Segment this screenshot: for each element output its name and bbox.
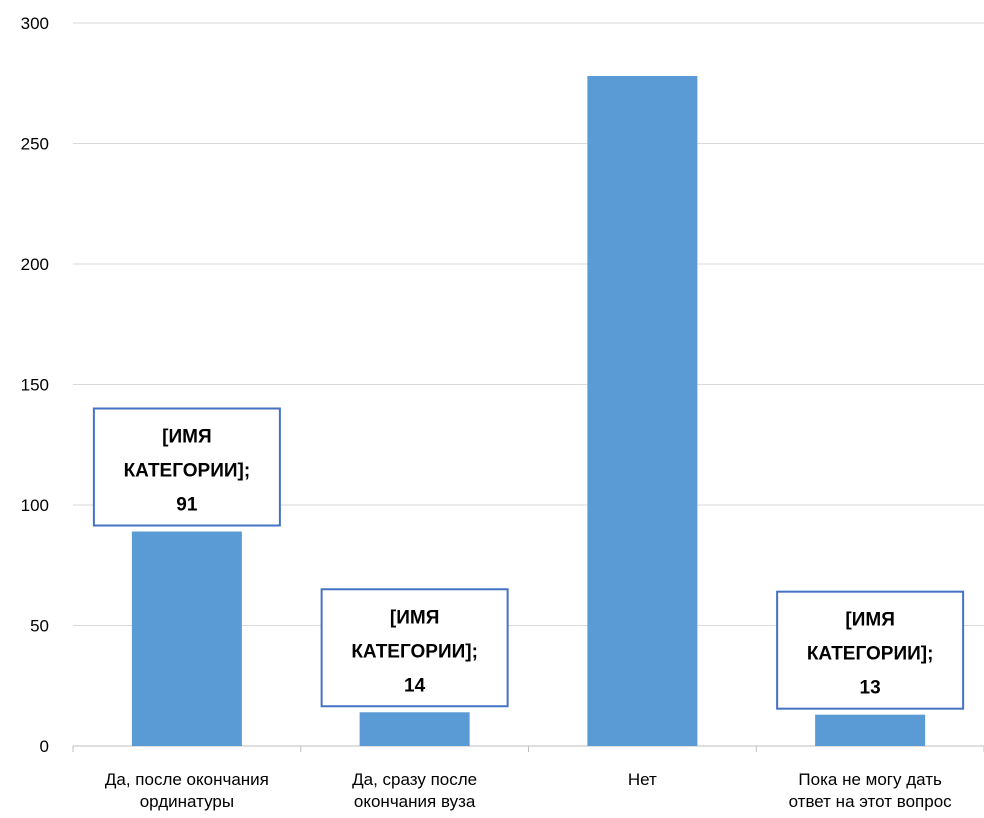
data-label-line: [ИМЯ — [845, 610, 894, 631]
y-tick-label: 300 — [21, 14, 49, 33]
data-label-box — [776, 590, 965, 710]
data-label: [ИМЯ КАТЕГОРИИ]; 14 — [320, 588, 509, 708]
y-tick-label: 0 — [40, 737, 49, 756]
bar — [359, 712, 470, 746]
data-label-line: КАТЕГОРИИ]; — [351, 641, 478, 662]
y-tick-label: 100 — [21, 496, 49, 515]
data-label-line: 91 — [176, 495, 198, 516]
bar — [815, 714, 926, 746]
data-label-line: КАТЕГОРИИ]; — [807, 644, 934, 665]
y-tick-label: 250 — [21, 135, 49, 154]
data-label: [ИМЯ КАТЕГОРИИ]; 91 — [92, 407, 281, 527]
category-label-line: окончания вуза — [354, 792, 476, 811]
bars — [131, 76, 926, 746]
data-label-text: [ИМЯ КАТЕГОРИИ]; 13 — [807, 610, 934, 699]
category-label-line: ординатуры — [140, 792, 234, 811]
x-axis — [72, 745, 984, 752]
data-label-box — [92, 407, 281, 527]
data-label-line: [ИМЯ — [390, 607, 439, 628]
data-labels: [ИМЯ КАТЕГОРИИ]; 91 [ИМЯ КАТЕГОРИИ]; 14 [ИМЯ КА… — [92, 407, 965, 710]
category-labels: Да, после окончания ординатуры Да, сразу п… — [105, 770, 952, 811]
category-label: Пока не могу дать ответ на этот вопрос — [789, 770, 953, 811]
data-label-box — [320, 588, 509, 708]
y-tick-labels: 0 50 100 150 200 250 300 — [21, 14, 49, 756]
y-tick-label: 200 — [21, 255, 49, 274]
category-label-line: ответ на этот вопрос — [789, 792, 953, 811]
bar — [587, 76, 698, 746]
category-label: Да, после окончания ординатуры — [105, 770, 269, 811]
data-label-line: [ИМЯ — [162, 427, 211, 448]
category-label-line: Да, после окончания — [105, 770, 269, 789]
data-label: [ИМЯ КАТЕГОРИИ]; 13 — [776, 590, 965, 710]
data-label-line: КАТЕГОРИИ]; — [124, 461, 251, 482]
category-label-line: Пока не могу дать — [798, 770, 942, 789]
data-label-line: 14 — [404, 675, 426, 696]
y-tick-label: 50 — [30, 617, 49, 636]
category-label-line: Нет — [628, 770, 657, 789]
data-label-line: 13 — [860, 678, 881, 699]
category-label-line: Да, сразу после — [352, 770, 477, 789]
data-label-text: [ИМЯ КАТЕГОРИИ]; 14 — [351, 607, 478, 696]
category-label: Да, сразу после окончания вуза — [352, 770, 477, 811]
bar — [131, 531, 242, 746]
data-label-text: [ИМЯ КАТЕГОРИИ]; 91 — [124, 427, 251, 516]
y-tick-label: 150 — [21, 376, 49, 395]
category-label: Нет — [628, 770, 657, 789]
